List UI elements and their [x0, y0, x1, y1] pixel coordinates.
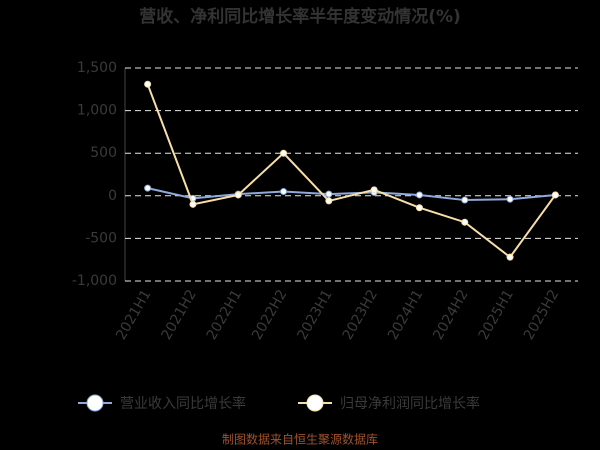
x-tick-label: 2024H2	[430, 287, 471, 343]
legend-marker	[86, 394, 104, 412]
series-line	[147, 187, 556, 202]
data-point	[325, 190, 333, 198]
y-tick-label: -500	[85, 230, 117, 246]
footer: 制图数据来自恒生聚源数据库	[222, 432, 378, 447]
x-tick-label: 2024H1	[385, 287, 426, 343]
data-point	[506, 195, 514, 203]
data-point	[325, 197, 333, 205]
x-tick-label: 2025H1	[476, 287, 517, 343]
data-point	[461, 196, 469, 204]
data-point	[280, 188, 288, 196]
data-point	[144, 184, 152, 192]
x-tick-label: 2021H1	[113, 287, 154, 343]
x-tick-label: 2025H2	[521, 287, 562, 343]
x-tick-label: 2023H2	[340, 287, 381, 343]
x-tick-label: 2022H1	[204, 287, 245, 343]
data-point	[234, 191, 242, 199]
y-tick-label: 500	[90, 145, 117, 161]
x-tick-label: 2022H2	[249, 287, 290, 343]
y-tick-label: 1,500	[77, 60, 117, 76]
x-tick-label: 2021H2	[158, 287, 199, 343]
data-point	[506, 253, 514, 261]
y-tick-label: -1,000	[72, 273, 117, 289]
legend-marker	[306, 394, 324, 412]
legend-label: 归母净利润同比增长率	[340, 395, 480, 412]
series-line	[146, 83, 557, 259]
data-point	[144, 80, 152, 88]
data-point	[370, 186, 378, 194]
data-point	[415, 191, 423, 199]
legend-label: 营业收入同比增长率	[120, 395, 246, 412]
data-point	[189, 200, 197, 208]
y-tick-label: 1,000	[77, 103, 117, 119]
chart-title: 营收、净利同比增长率半年度变动情况(%)	[139, 6, 461, 27]
data-point	[461, 218, 469, 226]
data-point	[280, 149, 288, 157]
data-point	[415, 204, 423, 212]
data-point	[551, 191, 559, 199]
y-tick-label: 0	[108, 188, 117, 204]
x-tick-label: 2023H1	[294, 287, 335, 343]
